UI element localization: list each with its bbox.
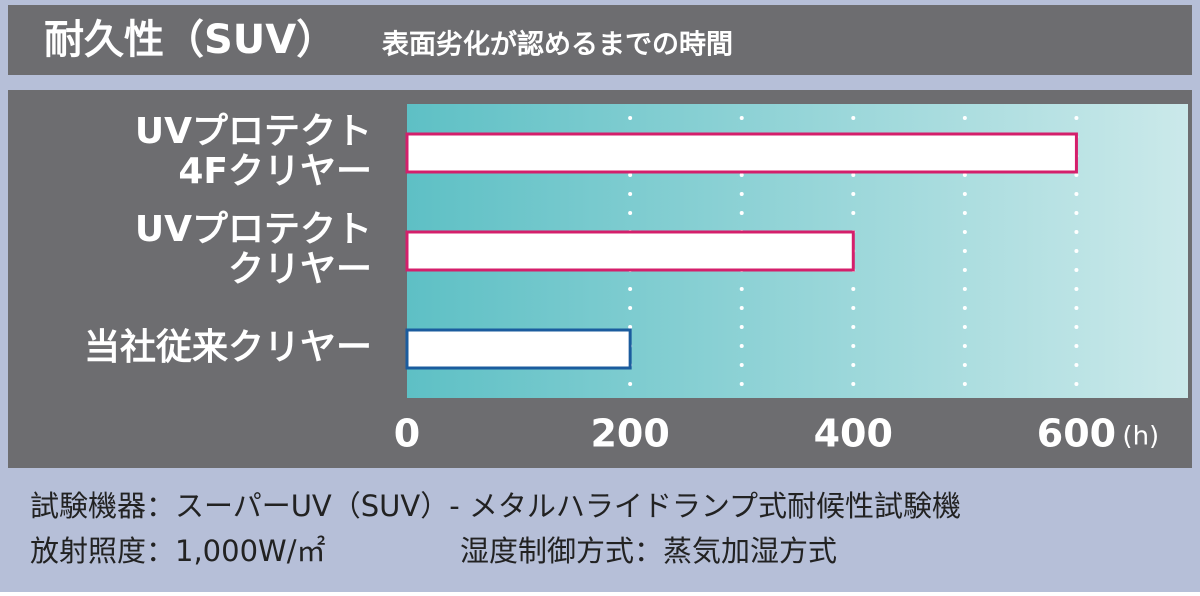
title-bar: [8, 5, 1192, 75]
chart-title: 耐久性（SUV）: [44, 17, 336, 63]
y-tick-label: UVプロテクト: [135, 209, 372, 250]
x-tick-label: 200: [590, 412, 669, 456]
chart-subtitle: 表面劣化が認めるまでの時間: [382, 29, 733, 61]
x-unit: (h): [1122, 422, 1159, 452]
note: 放射照度：1,000W/㎡: [30, 534, 325, 568]
note: 湿度制御方式：蒸気加湿方式: [460, 534, 837, 568]
x-tick-label: 400: [814, 412, 893, 456]
y-tick-label: クリヤー: [228, 249, 372, 290]
note: 試験機器：スーパーUV（SUV）- メタルハライドランプ式耐候性試験機: [30, 489, 961, 523]
bar: [405, 132, 1078, 174]
y-tick-label: UVプロテクト: [135, 111, 372, 152]
x-tick-label: 600: [1037, 412, 1116, 456]
bar: [405, 328, 632, 370]
y-tick-label: 当社従来クリヤー: [84, 327, 372, 368]
x-tick-label: 0: [394, 412, 420, 456]
y-tick-label: 4Fクリヤー: [178, 151, 372, 192]
bar: [405, 230, 855, 272]
